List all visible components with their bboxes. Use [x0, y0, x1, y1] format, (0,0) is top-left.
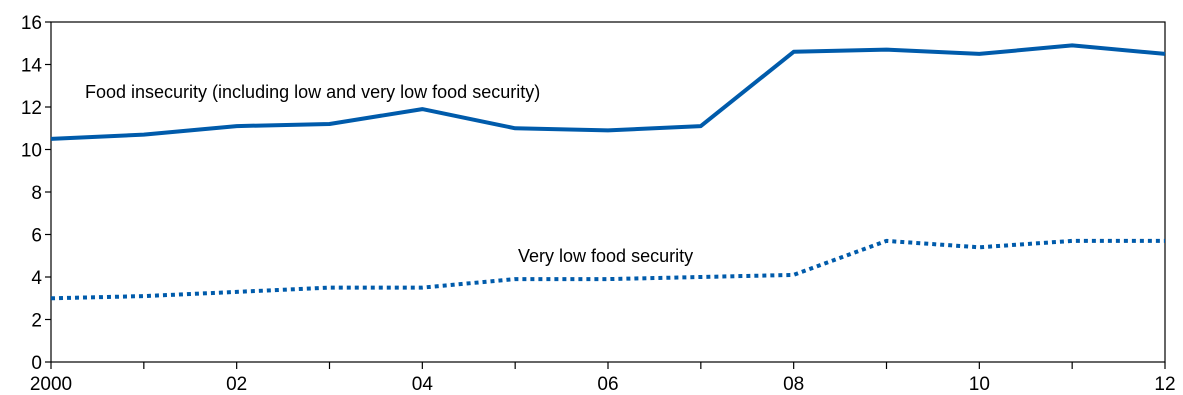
y-tick-label: 8	[31, 183, 42, 204]
y-tick-label: 2	[31, 311, 42, 332]
x-tick-label: 2000	[30, 374, 72, 395]
y-tick-label: 4	[31, 268, 42, 289]
y-tick-label: 16	[21, 13, 42, 34]
series-lines	[50, 43, 1166, 301]
x-tick-label: 02	[226, 374, 247, 395]
x-tick-label: 10	[969, 374, 990, 395]
y-tick-label: 0	[31, 353, 42, 374]
food-insecurity-series-label: Food insecurity (including low and very …	[85, 82, 540, 102]
y-tick-label: 14	[21, 56, 43, 77]
x-tick-label: 12	[1154, 374, 1175, 395]
x-tick-label: 06	[597, 374, 618, 395]
very-low-food-security-series-label: Very low food security	[518, 246, 693, 266]
y-tick-label: 12	[21, 98, 42, 119]
plot-frame	[50, 21, 1166, 363]
x-tick-label: 04	[412, 374, 434, 395]
x-tick-label: 08	[783, 374, 804, 395]
y-tick-label: 6	[31, 226, 42, 247]
y-tick-label: 10	[21, 141, 42, 162]
